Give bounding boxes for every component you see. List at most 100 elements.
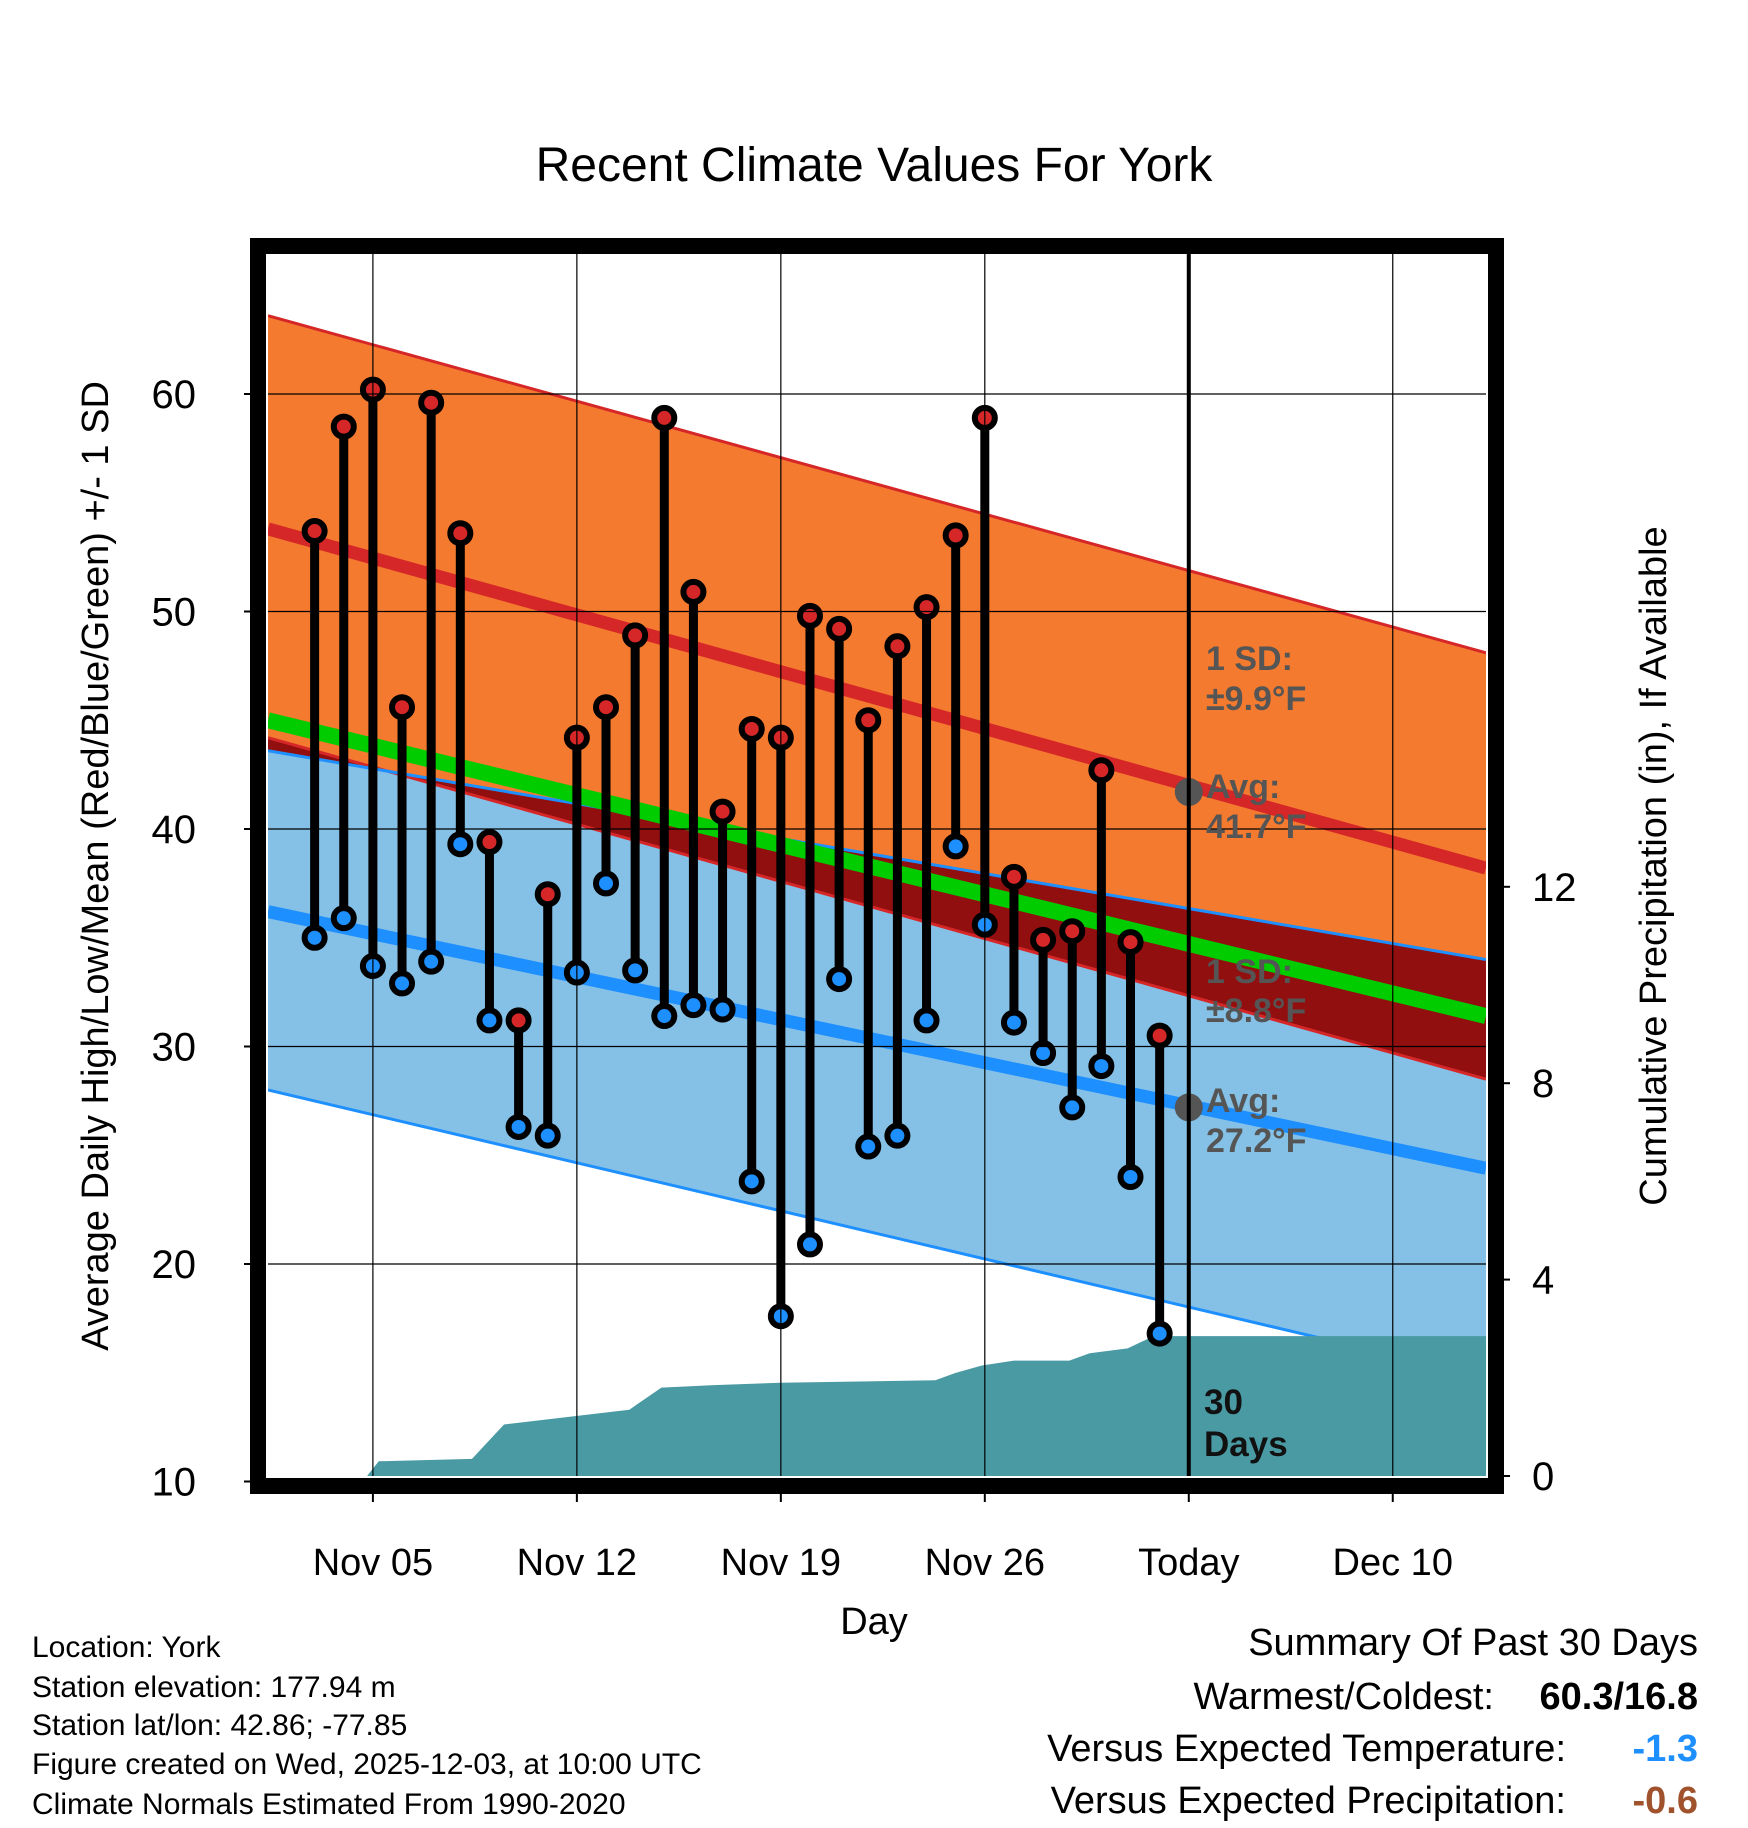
daily-high-point — [476, 829, 503, 856]
daily-low-point — [476, 1007, 503, 1034]
daily-low-point — [709, 996, 736, 1023]
daily-high-point — [826, 615, 853, 642]
y-tick-label: 50 — [152, 591, 197, 635]
low-avg-line — [268, 905, 1486, 1175]
daily-high-point — [1146, 1022, 1173, 1049]
plot-area — [268, 314, 1486, 1476]
daily-low-point — [796, 1231, 823, 1258]
daily-low-point — [738, 1168, 765, 1195]
daily-high-point — [855, 707, 882, 734]
daily-low-point — [1000, 1009, 1027, 1036]
x-tick-label: Nov 26 — [925, 1542, 1045, 1584]
y2-tick-label: 0 — [1532, 1455, 1554, 1499]
daily-low-point — [301, 924, 328, 951]
summary-title: Summary Of Past 30 Days — [1248, 1622, 1698, 1664]
y2-axis-title: Cumulative Precipitation (in), If Availa… — [1633, 526, 1675, 1205]
daily-low-point — [884, 1122, 911, 1149]
y-axis-title: Average Daily High/Low/Mean (Red/Blue/Gr… — [75, 381, 117, 1351]
daily-low-point — [593, 870, 620, 897]
x-tick-label: Nov 05 — [313, 1542, 433, 1584]
x-tick-label: Today — [1138, 1542, 1239, 1584]
days-word: Days — [1204, 1425, 1288, 1464]
daily-low-point — [1117, 1164, 1144, 1190]
daily-low-point — [389, 970, 416, 997]
daily-low-point — [447, 831, 474, 858]
y2-tick-label: 12 — [1532, 866, 1577, 910]
y-tick-label: 30 — [152, 1026, 197, 1070]
low-lower-line — [268, 1088, 1486, 1379]
daily-low-point — [1088, 1053, 1115, 1080]
high-avg-label: Avg: — [1206, 768, 1280, 806]
low-sd-value: ±8.8°F — [1206, 992, 1306, 1030]
x-tick-label: Nov 19 — [721, 1542, 841, 1584]
daily-low-point — [826, 966, 853, 993]
daily-high-point — [534, 881, 561, 908]
high-sd-label: 1 SD: — [1206, 640, 1293, 678]
summary-panel: Summary Of Past 30 Days Warmest/Coldest:… — [1047, 1622, 1698, 1822]
info-elevation: Station elevation: 177.94 m — [32, 1671, 396, 1704]
daily-low-point — [1146, 1320, 1173, 1347]
daily-high-point — [651, 404, 678, 431]
y-tick-label: 60 — [152, 373, 197, 417]
daily-high-point — [709, 798, 736, 825]
station-info: Location: York Station elevation: 177.94… — [32, 1631, 702, 1821]
daily-low-point — [680, 992, 707, 1019]
daily-high-point — [680, 578, 707, 605]
y-tick-label: 40 — [152, 808, 197, 852]
daily-high-point — [447, 520, 474, 547]
high-avg-value: 41.7°F — [1206, 808, 1307, 846]
axes: 10 20 30 40 50 60 0 4 8 12 Nov 05 Nov 12 Nov 19 Nov 2… — [152, 284, 1577, 1584]
daily-low-point — [330, 905, 357, 932]
summary-precip-label: Versus Expected Precipitation: — [1051, 1780, 1566, 1822]
high-avg-line — [268, 522, 1486, 875]
daily-high-point — [1059, 918, 1086, 945]
low-avg-value: 27.2°F — [1206, 1122, 1307, 1160]
daily-high-point — [1117, 929, 1144, 956]
annotations: 1 SD: ±9.9°F Avg: 41.7°F 1 SD: ±8.8°F Av… — [1206, 640, 1307, 1160]
daily-low-point — [622, 957, 649, 984]
info-latlon: Station lat/lon: 42.86; -77.85 — [32, 1709, 407, 1742]
daily-high-point — [418, 389, 445, 416]
days-number: 30 — [1204, 1383, 1243, 1422]
x-tick-label: Dec 10 — [1333, 1542, 1453, 1584]
high-lower-line — [268, 736, 1486, 1081]
y-tick-label: 20 — [152, 1243, 197, 1287]
high-sd-value: ±9.9°F — [1206, 680, 1306, 718]
daily-high-point — [593, 694, 620, 721]
daily-high-point — [1030, 926, 1057, 953]
info-location: Location: York — [32, 1631, 221, 1664]
daily-high-point — [942, 522, 969, 549]
daily-high-point — [505, 1007, 532, 1034]
info-created: Figure created on Wed, 2025-12-03, at 10… — [32, 1748, 702, 1781]
summary-precip-value: -0.6 — [1633, 1780, 1698, 1822]
precip-area — [268, 1336, 1486, 1476]
daily-high-point — [796, 602, 823, 629]
daily-low-point — [534, 1122, 561, 1149]
daily-high-point — [301, 518, 328, 545]
daily-low-point — [913, 1007, 940, 1034]
plot-frame — [250, 238, 1504, 1494]
daily-low-point — [942, 833, 969, 860]
daily-low-point — [418, 948, 445, 975]
summary-temp-value: -1.3 — [1633, 1728, 1698, 1770]
daily-high-point — [884, 633, 911, 660]
daily-high-point — [330, 413, 357, 440]
chart-title: Recent Climate Values For York — [536, 139, 1214, 192]
daily-low-point — [855, 1133, 882, 1160]
low-upper-line — [268, 749, 1486, 961]
info-normals: Climate Normals Estimated From 1990-2020 — [32, 1788, 626, 1821]
daily-low-point — [1030, 1040, 1057, 1067]
daily-high-point — [1000, 863, 1027, 890]
y2-tick-label: 8 — [1532, 1062, 1554, 1106]
y-tick-label: 10 — [152, 1461, 197, 1505]
daily-high-point — [738, 715, 765, 742]
x-tick-label: Nov 12 — [517, 1542, 637, 1584]
high-upper-line — [268, 314, 1486, 655]
mean-avg-line — [268, 712, 1486, 1024]
daily-high-point — [622, 622, 649, 649]
daily-low-point — [505, 1113, 532, 1140]
daily-low-point — [1059, 1094, 1086, 1121]
summary-temp-label: Versus Expected Temperature: — [1047, 1728, 1566, 1770]
daily-high-point — [389, 694, 416, 721]
y2-tick-label: 4 — [1532, 1259, 1554, 1303]
